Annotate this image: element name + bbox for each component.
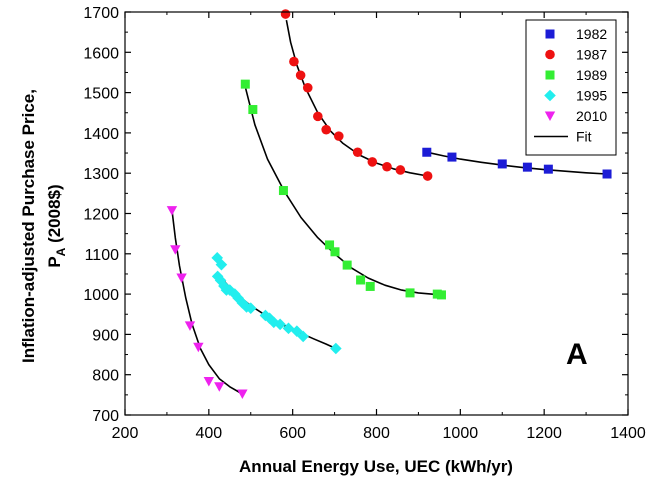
x-tick-label: 200: [112, 425, 139, 442]
legend-box: [525, 19, 617, 156]
point-1989: [405, 288, 415, 298]
point-2010: [237, 389, 248, 400]
data-markers: [166, 9, 612, 400]
legend: 1982 1987 1989 1995 2010 Fit: [525, 19, 617, 156]
x-axis-title: Annual Energy Use, UEC (kWh/yr): [239, 457, 513, 476]
y-tick-label: 1300: [83, 166, 119, 183]
point-1995: [229, 288, 241, 300]
point-1989: [278, 186, 288, 196]
point-1987: [367, 157, 378, 167]
legend-marker-1987: [545, 49, 555, 60]
y-tick-label: 1200: [83, 207, 119, 224]
x-tick-label: 1200: [526, 425, 562, 442]
y-tick-label: 800: [92, 368, 119, 385]
panel-label: A: [566, 338, 588, 371]
point-2010: [214, 382, 225, 392]
x-tick-label: 1000: [443, 425, 479, 442]
point-2010: [170, 245, 181, 255]
fit-line-2010: [171, 209, 243, 395]
point-1987: [280, 9, 291, 19]
point-1987: [352, 147, 363, 158]
x-tick-label: 600: [279, 425, 306, 442]
y-tick-label: 1400: [83, 126, 119, 143]
point-1995: [291, 325, 303, 337]
axis-ticks: [124, 11, 629, 416]
legend-label-1987: 1987: [576, 47, 607, 63]
x-tick-label: 400: [195, 425, 222, 442]
legend-marker-1989: [545, 70, 555, 80]
fit-line-1995: [216, 271, 337, 350]
y-axis-title-line1: Inflation-adjusted Purchase Price,: [19, 89, 38, 363]
point-1987: [295, 70, 306, 81]
point-1995: [232, 292, 244, 304]
series-2010: [166, 206, 248, 400]
y-tick-label: 700: [92, 408, 119, 425]
point-1987: [395, 165, 406, 175]
legend-marker-2010: [544, 111, 556, 121]
y-axis-title: Inflation-adjusted Purchase Price, PA (2…: [19, 89, 68, 363]
point-1995: [263, 312, 276, 325]
legend-label-2010: 2010: [576, 108, 607, 124]
point-1989: [240, 79, 250, 89]
point-1987: [333, 131, 344, 141]
series-1995: [211, 252, 342, 355]
y-tick-label: 1100: [85, 247, 120, 264]
point-1982: [497, 159, 507, 169]
legend-marker-1995: [544, 89, 556, 102]
legend-label-fit: Fit: [576, 129, 592, 145]
point-2010: [184, 321, 196, 331]
point-1987: [422, 171, 433, 181]
point-2010: [203, 377, 215, 387]
point-1989: [330, 247, 340, 257]
point-2010: [176, 273, 187, 283]
y-axis-title-line2: PA (2008$): [45, 184, 68, 267]
point-1987: [382, 161, 392, 172]
point-2010: [166, 206, 178, 216]
point-1982: [602, 169, 612, 179]
point-1989: [342, 260, 352, 270]
legend-marker-1982: [545, 29, 555, 39]
point-1989: [325, 240, 335, 250]
point-1989: [365, 281, 375, 291]
point-1982: [522, 162, 532, 172]
legend-label-1989: 1989: [576, 67, 607, 83]
point-1987: [302, 82, 313, 93]
series-1989: [240, 79, 446, 300]
point-1989: [436, 290, 446, 300]
y-tick-label: 900: [92, 327, 119, 344]
point-1987: [321, 124, 332, 135]
y-tick-label: 1500: [83, 86, 119, 103]
x-tick-label: 800: [363, 425, 390, 442]
x-tick-label: 1400: [610, 425, 646, 442]
series-1987: [280, 9, 433, 181]
point-1995: [330, 342, 342, 355]
point-1989: [248, 105, 258, 115]
series-1982: [422, 147, 612, 179]
point-1995: [297, 330, 309, 343]
legend-label-1982: 1982: [576, 26, 607, 42]
point-1982: [422, 147, 432, 157]
point-1987: [289, 56, 299, 67]
y-tick-label: 1700: [83, 5, 119, 22]
tick-labels: 200 400 600 800 1000 1200 1400 700 800 900 1000 110…: [83, 5, 645, 442]
y-tick-label: 1000: [83, 287, 119, 304]
point-2010: [193, 342, 204, 353]
point-1995: [244, 302, 257, 315]
point-1987: [313, 111, 323, 122]
point-1982: [543, 164, 553, 174]
point-1982: [447, 152, 457, 162]
point-1995: [211, 252, 224, 264]
point-1995: [274, 318, 286, 331]
y-tick-label: 1600: [83, 45, 119, 62]
point-1995: [215, 258, 228, 271]
legend-label-1995: 1995: [576, 88, 607, 104]
point-1989: [356, 275, 366, 285]
